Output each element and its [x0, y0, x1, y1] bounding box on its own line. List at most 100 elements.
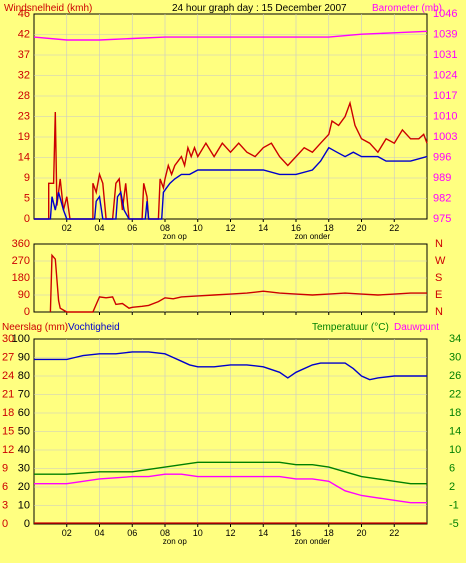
x-tick-label: 18	[324, 223, 334, 233]
y-tick-label-left: 0	[24, 306, 30, 318]
humidity-tick-label: 100	[12, 333, 30, 345]
y-tick-label-left: 90	[18, 289, 30, 301]
y-tick-label-left: 9	[24, 172, 30, 184]
y-tick-label-right: -5	[449, 518, 459, 530]
y-tick-label-right: E	[435, 289, 442, 301]
y-tick-label-left: 23	[18, 111, 30, 123]
x-tick-label: 04	[94, 223, 104, 233]
rain-tick-label: 15	[2, 426, 14, 438]
x-tick-label: 06	[127, 223, 137, 233]
x-tick-label: 14	[258, 528, 268, 538]
y-tick-label-right: 30	[449, 352, 461, 364]
y-tick-label-right: 982	[433, 193, 451, 205]
x-tick-label: 22	[389, 528, 399, 538]
rain-tick-label: 24	[2, 370, 14, 382]
rain-humidity-temp-panel: 3027242118151296301009080706050403020100…	[2, 333, 461, 546]
x-tick-label: 16	[291, 528, 301, 538]
y-tick-label-right: N	[435, 306, 443, 318]
y-tick-label-right: 1046	[433, 8, 457, 20]
sunrise-label: zon op	[163, 537, 188, 546]
series-line-blue	[34, 351, 427, 381]
y-tick-label-left: 14	[18, 152, 30, 164]
rain-tick-label: 18	[2, 407, 14, 419]
rain-tick-label: 0	[2, 518, 8, 530]
series-line-magenta	[33, 30, 428, 41]
y-tick-label-left: 37	[18, 49, 30, 61]
y-tick-label-right: 26	[449, 370, 461, 382]
y-tick-label-right: 14	[449, 426, 461, 438]
y-tick-label-left: 360	[12, 238, 30, 250]
y-tick-label-left: 19	[18, 131, 30, 143]
humidity-tick-label: 80	[18, 370, 30, 382]
humidity-tick-label: 20	[18, 481, 30, 493]
y-tick-label-right: S	[435, 272, 442, 284]
y-tick-label-left: 180	[12, 272, 30, 284]
x-tick-label: 18	[324, 528, 334, 538]
x-tick-label: 16	[291, 223, 301, 233]
y-tick-label-left: 0	[24, 213, 30, 225]
y-tick-label-right: 1031	[433, 49, 457, 61]
y-tick-label-right: W	[435, 255, 446, 267]
humidity-tick-label: 0	[24, 518, 30, 530]
x-tick-label: 12	[225, 528, 235, 538]
series-line-blue	[34, 146, 428, 220]
rain-tick-label: 9	[2, 463, 8, 475]
rain-tick-label: 30	[2, 333, 14, 345]
sunrise-label: zon op	[163, 232, 188, 241]
y-tick-label-right: 1017	[433, 90, 457, 102]
x-tick-label: 10	[193, 223, 203, 233]
x-tick-label: 04	[94, 528, 104, 538]
y-tick-label-right: -1	[449, 500, 459, 512]
y-tick-label-left: 5	[24, 193, 30, 205]
y-tick-label-right: 1010	[433, 111, 457, 123]
y-tick-label-right: 989	[433, 172, 451, 184]
x-tick-label: 22	[389, 223, 399, 233]
humidity-tick-label: 70	[18, 389, 30, 401]
y-tick-label-right: 1003	[433, 131, 457, 143]
rain-tick-label: 6	[2, 481, 8, 493]
y-tick-label-right: 1039	[433, 29, 457, 41]
humidity-label: Vochtigheid	[68, 322, 120, 333]
rain-label: Neerslag (mm)	[2, 322, 68, 333]
wind-speed-label: Windsnelheid (kmh)	[4, 3, 92, 14]
y-tick-label-right: 10	[449, 444, 461, 456]
x-tick-label: 10	[193, 528, 203, 538]
humidity-tick-label: 50	[18, 426, 30, 438]
humidity-tick-label: 40	[18, 444, 30, 456]
humidity-tick-label: 60	[18, 407, 30, 419]
wind-direction-line	[49, 253, 427, 313]
x-tick-label: 02	[62, 223, 72, 233]
y-tick-label-right: 1024	[433, 70, 457, 82]
sunset-label: zon onder	[295, 537, 331, 546]
series-line-red	[34, 100, 428, 220]
series-line-green	[34, 461, 427, 485]
y-tick-label-right: 975	[433, 213, 451, 225]
x-tick-label: 20	[356, 223, 366, 233]
humidity-tick-label: 30	[18, 463, 30, 475]
y-tick-label-left: 270	[12, 255, 30, 267]
humidity-tick-label: 10	[18, 500, 30, 512]
barometer-label: Barometer (mb)	[372, 3, 442, 14]
y-tick-label-right: N	[435, 238, 443, 250]
x-tick-label: 06	[127, 528, 137, 538]
y-tick-label-right: 996	[433, 152, 451, 164]
y-tick-label-left: 32	[18, 70, 30, 82]
sunset-label: zon onder	[295, 232, 331, 241]
x-tick-label: 08	[160, 528, 170, 538]
y-tick-label-right: 18	[449, 407, 461, 419]
x-tick-label: 14	[258, 223, 268, 233]
rain-tick-label: 27	[2, 352, 14, 364]
y-tick-label-right: 22	[449, 389, 461, 401]
x-tick-label: 08	[160, 223, 170, 233]
y-tick-label-right: 6	[449, 463, 455, 475]
rain-tick-label: 21	[2, 389, 14, 401]
x-tick-label: 02	[62, 528, 72, 538]
graph-title: 24 hour graph day : 15 December 2007	[172, 3, 347, 14]
y-tick-label-right: 2	[449, 481, 455, 493]
y-tick-label-left: 42	[18, 29, 30, 41]
wind-baro-panel: 46 42 37 32 28 23 19 14 9 5 0 1046 1039 1031 1024 1017 1…	[18, 8, 458, 241]
x-tick-label: 20	[356, 528, 366, 538]
dewpoint-label: Dauwpunt	[394, 322, 439, 333]
